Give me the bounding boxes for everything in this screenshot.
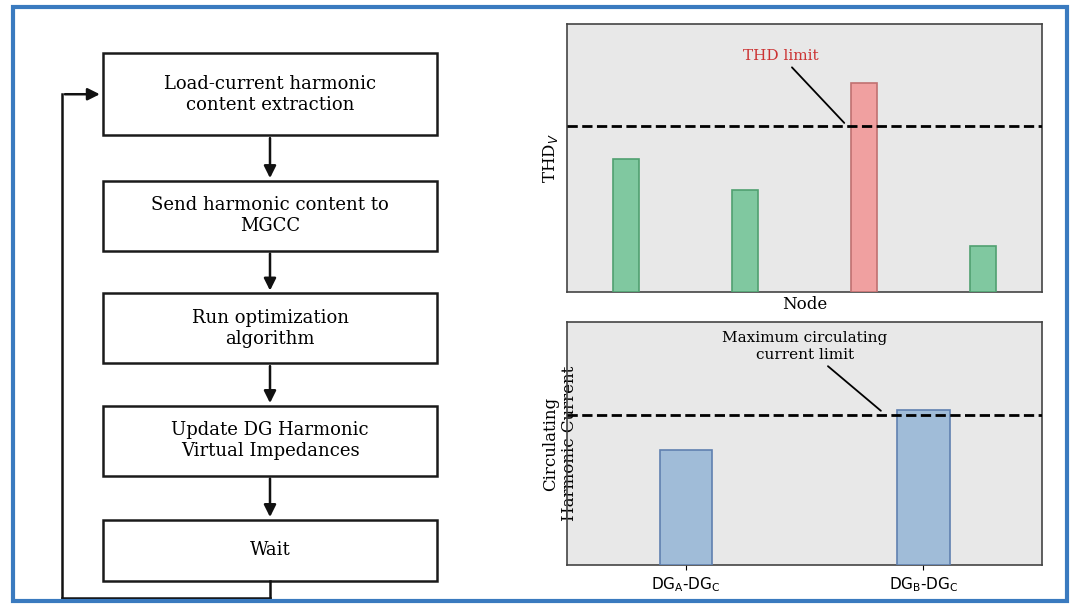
Text: THD limit: THD limit — [743, 49, 845, 123]
Text: Maximum circulating
current limit: Maximum circulating current limit — [721, 331, 888, 411]
FancyBboxPatch shape — [103, 181, 437, 251]
Text: Load-current harmonic
content extraction: Load-current harmonic content extraction — [164, 75, 376, 114]
FancyBboxPatch shape — [103, 406, 437, 475]
Y-axis label: THD$_V$: THD$_V$ — [541, 133, 561, 183]
FancyBboxPatch shape — [103, 293, 437, 363]
Bar — [970, 246, 996, 292]
Text: Run optimization
algorithm: Run optimization algorithm — [191, 309, 349, 348]
Bar — [613, 159, 639, 292]
FancyBboxPatch shape — [103, 54, 437, 136]
Bar — [732, 190, 758, 292]
FancyBboxPatch shape — [103, 520, 437, 581]
Y-axis label: Circulating
Harmonic Current: Circulating Harmonic Current — [542, 366, 579, 522]
X-axis label: Node: Node — [782, 296, 827, 313]
Bar — [897, 410, 949, 565]
Text: Update DG Harmonic
Virtual Impedances: Update DG Harmonic Virtual Impedances — [172, 421, 368, 460]
Text: Wait: Wait — [249, 541, 291, 559]
Bar — [851, 83, 877, 292]
Bar — [660, 450, 712, 565]
Text: Send harmonic content to
MGCC: Send harmonic content to MGCC — [151, 196, 389, 235]
